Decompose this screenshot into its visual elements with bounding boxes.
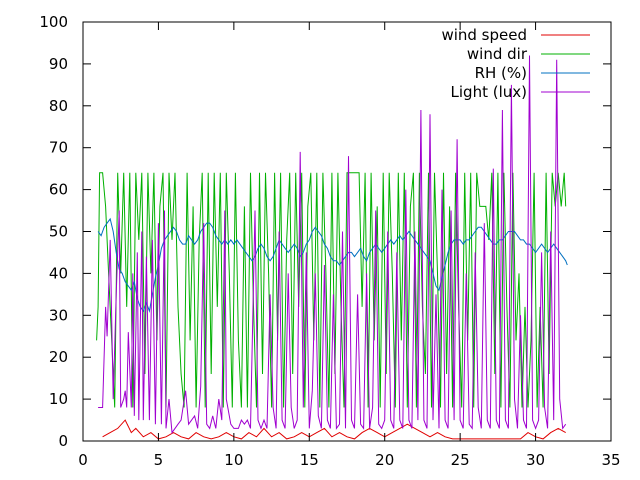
x-tick-label: 20 [375,451,394,469]
y-tick-label: 50 [49,223,68,241]
y-tick-label: 70 [49,139,68,157]
series-line-rh [97,217,568,314]
y-tick-label: 40 [49,264,68,282]
x-tick-label: 0 [78,451,88,469]
y-tick-label: 90 [49,55,68,73]
series-line-light-lux [98,55,567,434]
y-tick-label: 20 [49,348,68,366]
legend-label: Light (lux) [451,83,527,101]
y-tick-label: 10 [49,390,68,408]
legend-entry: Light (lux) [451,83,590,101]
legend-label: RH (%) [475,64,527,82]
x-tick-label: 5 [154,451,164,469]
y-tick-label: 80 [49,97,68,115]
series-layer [96,55,568,440]
y-tick-label: 60 [49,181,68,199]
legend-entry: wind dir [467,45,590,63]
legend-entry: RH (%) [475,64,590,82]
x-tick-label: 15 [300,451,319,469]
legend-label: wind speed [441,26,527,44]
series-line-wind-speed [102,419,566,440]
y-tick-label: 0 [58,432,68,450]
y-tick-label: 100 [39,13,68,31]
legend-entry: wind speed [441,26,590,44]
x-tick-label: 35 [601,451,620,469]
x-tick-label: 10 [224,451,243,469]
ticks-layer: 0 5 10 15 20 25 30 35 0 10 20 30 40 50 60 70 80 90 100 [39,13,620,469]
x-tick-label: 25 [451,451,470,469]
y-tick-label: 30 [49,306,68,324]
legend-label: wind dir [467,45,528,63]
x-tick-label: 30 [526,451,545,469]
